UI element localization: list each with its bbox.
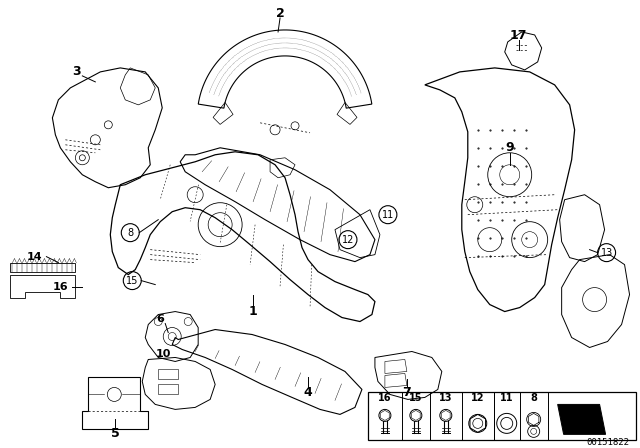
Text: 00151822: 00151822 [586, 438, 629, 447]
Text: 2: 2 [276, 8, 284, 21]
Text: 13: 13 [439, 393, 452, 403]
Text: 11: 11 [500, 393, 513, 403]
Text: 7: 7 [403, 386, 412, 399]
Text: 6: 6 [156, 314, 164, 323]
Text: 14: 14 [27, 252, 42, 262]
Text: 10: 10 [156, 349, 171, 359]
Text: 4: 4 [303, 386, 312, 399]
Text: 13: 13 [600, 248, 612, 258]
Text: 16: 16 [52, 282, 68, 292]
Text: 15: 15 [126, 276, 138, 285]
Text: 5: 5 [111, 427, 120, 440]
Text: 1: 1 [249, 305, 257, 318]
Bar [368, 392, 636, 440]
Polygon shape [557, 405, 605, 435]
Text: 12: 12 [471, 393, 484, 403]
Text: 15: 15 [409, 393, 422, 403]
Text: 9: 9 [506, 141, 514, 154]
Text: 12: 12 [342, 235, 354, 245]
Text: 8: 8 [531, 393, 537, 403]
Text: 3: 3 [72, 65, 81, 78]
Text: 17: 17 [510, 30, 527, 43]
Text: 16: 16 [378, 393, 392, 403]
Text: 8: 8 [127, 228, 133, 237]
Text: 11: 11 [382, 210, 394, 220]
